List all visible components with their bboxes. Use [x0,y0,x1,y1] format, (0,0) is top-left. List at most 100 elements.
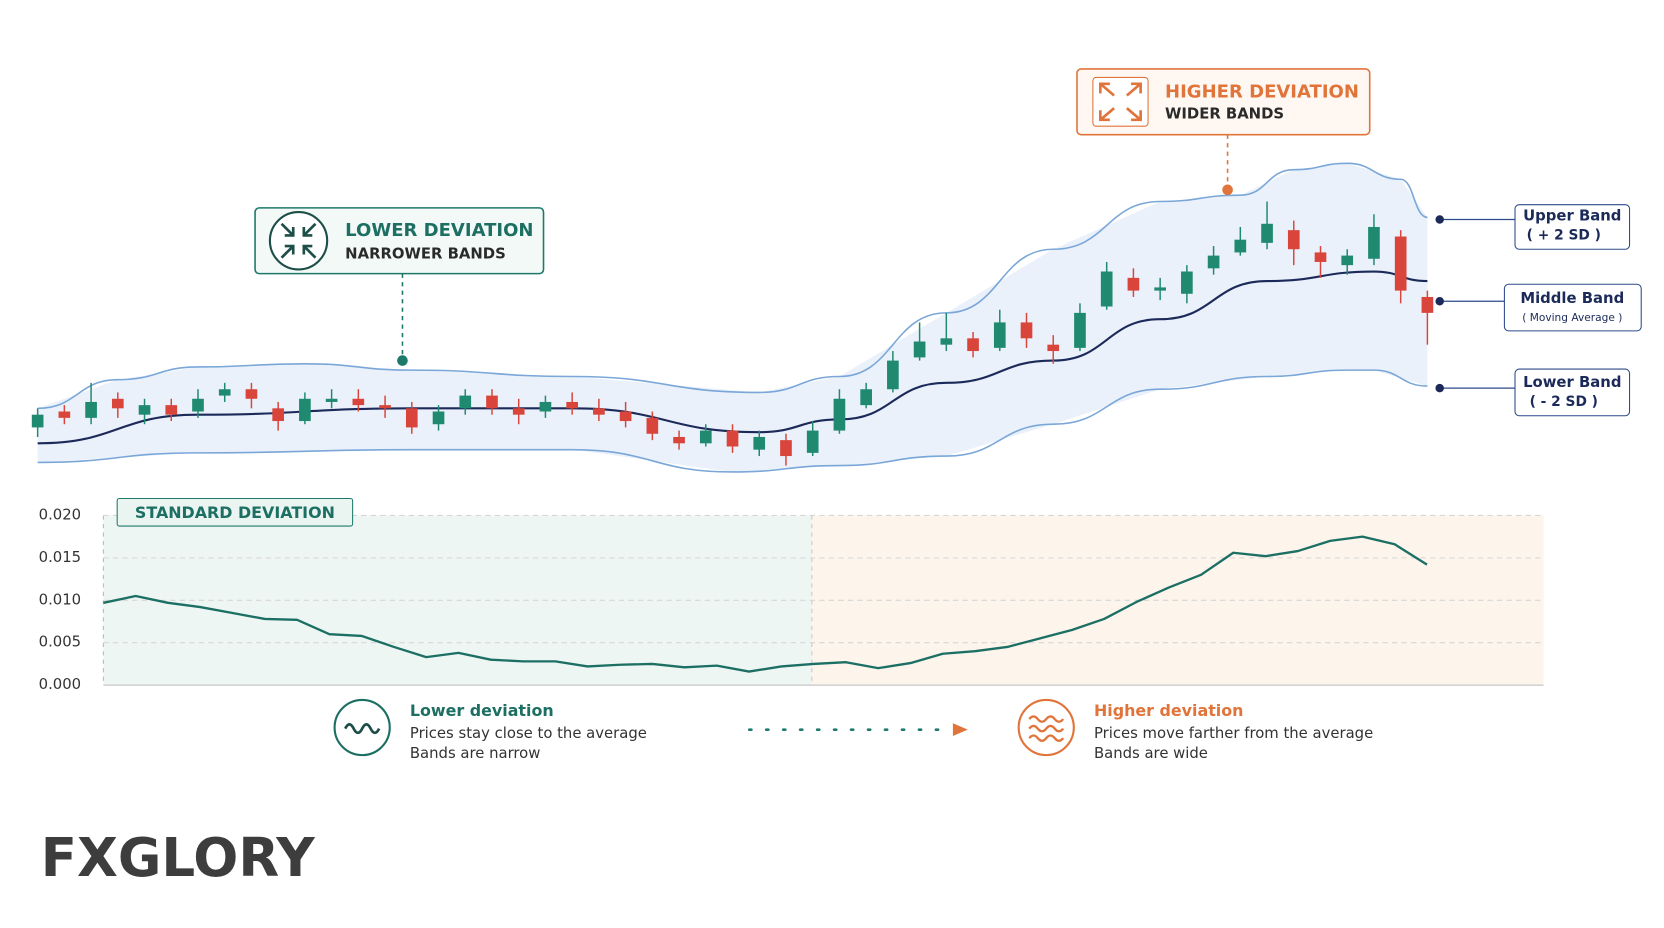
candle-body [699,430,712,444]
wave [344,723,381,735]
callout-title: LOWER DEVIATION [345,220,533,241]
candle-body [539,401,552,412]
candle-layer [31,201,1434,466]
candle-body [1421,296,1434,313]
candle-body [192,398,204,412]
candle-body [31,414,44,428]
std-layer: 0.000 0.005 0.010 0.015 0.020 [39,506,1544,693]
legend-title: Higher deviation [1094,701,1244,720]
candle-body [165,405,178,415]
candle-body [967,338,979,352]
candle-body [58,411,71,418]
y-tick-label: 0.000 [39,676,81,693]
y-tick-label: 0.015 [39,549,81,566]
legend-title: Lower deviation [410,701,554,720]
candle-body [1368,226,1380,259]
std-line [103,535,1428,673]
candle-body [593,408,605,415]
candle-body [940,338,953,345]
candle-body [913,341,926,358]
candle-body [218,389,231,396]
legend-box [1514,204,1631,250]
candle-body [1261,223,1273,243]
candle-body [138,405,151,415]
legend-line: Bands are narrow [410,745,541,762]
expand-arrows [1098,82,1142,122]
compress-icon [268,211,329,271]
candle-body [245,389,258,399]
legend-line: Prices stay close to the average [410,725,647,742]
callout-dot [397,355,408,366]
candle-body [753,436,766,450]
band-line [37,162,1428,410]
compress-arrows [280,222,317,259]
candle-body [726,430,739,447]
legend-line: Prices move farther from the average [1094,725,1373,742]
y-tick-label: 0.020 [39,506,81,523]
candle-body [1287,230,1300,250]
legend-label: Upper Band [1523,207,1621,224]
waves [1028,715,1065,742]
candle-body [806,430,819,453]
band-fill [37,163,1428,472]
legend-dots [1435,215,1444,393]
legend-line: Bands are wide [1094,745,1208,762]
candle-body [325,398,338,402]
candle-body [780,440,792,457]
legend-connectors [1439,218,1516,389]
candle-body [619,411,632,422]
candle-body [459,395,472,409]
candle-body [85,401,97,418]
std-title-box [116,497,354,527]
band-layer [37,162,1428,473]
std-title: STANDARD DEVIATION [135,503,335,522]
band-line [37,270,1428,445]
candle-body [352,398,365,406]
candle-body [566,401,578,409]
candle-body [860,389,872,406]
candle-body [673,436,685,444]
candle-body [272,408,285,422]
y-tick-label: 0.010 [39,591,81,608]
candle-body [1341,255,1354,266]
candle-body [1047,344,1060,352]
candle-body [111,398,124,409]
candle-body [486,395,498,409]
candle-body [1127,277,1140,291]
legend-note: ( Moving Average ) [1522,312,1622,324]
callout-text: NARROWER BANDS [345,246,506,263]
candle-body [512,408,525,415]
candle-body [1074,312,1086,348]
candle-body [405,408,418,428]
candle-body [887,360,899,390]
candle-body [1100,271,1113,307]
candle-body [993,322,1006,348]
legend-note: ( - 2 SD ) [1530,394,1598,410]
arrow-head [952,723,968,737]
band-line [37,369,1428,473]
callout-title: HIGHER DEVIATION [1165,81,1359,102]
legend-label: Lower Band [1523,374,1621,391]
candle-body [432,411,445,425]
candle-body [1154,287,1166,291]
callout-text: WIDER BANDS [1165,106,1284,123]
logo: FXGLORY [41,827,315,889]
candle-body [1020,322,1033,339]
y-tick-label: 0.005 [39,634,81,651]
callout-dot [1222,184,1233,196]
candle-body [379,405,391,409]
candle-body [1207,255,1220,269]
legend-box [1514,368,1631,417]
legend-label: Middle Band [1520,290,1624,307]
candle-body [833,398,846,431]
callout-box [1076,68,1371,136]
candle-body [646,417,659,434]
candle-body [1234,239,1247,253]
candle-body [1314,252,1327,262]
callout-box [254,207,545,275]
legend-note: ( + 2 SD ) [1527,227,1601,243]
candle-body [299,398,311,422]
candle-body [1394,236,1407,291]
